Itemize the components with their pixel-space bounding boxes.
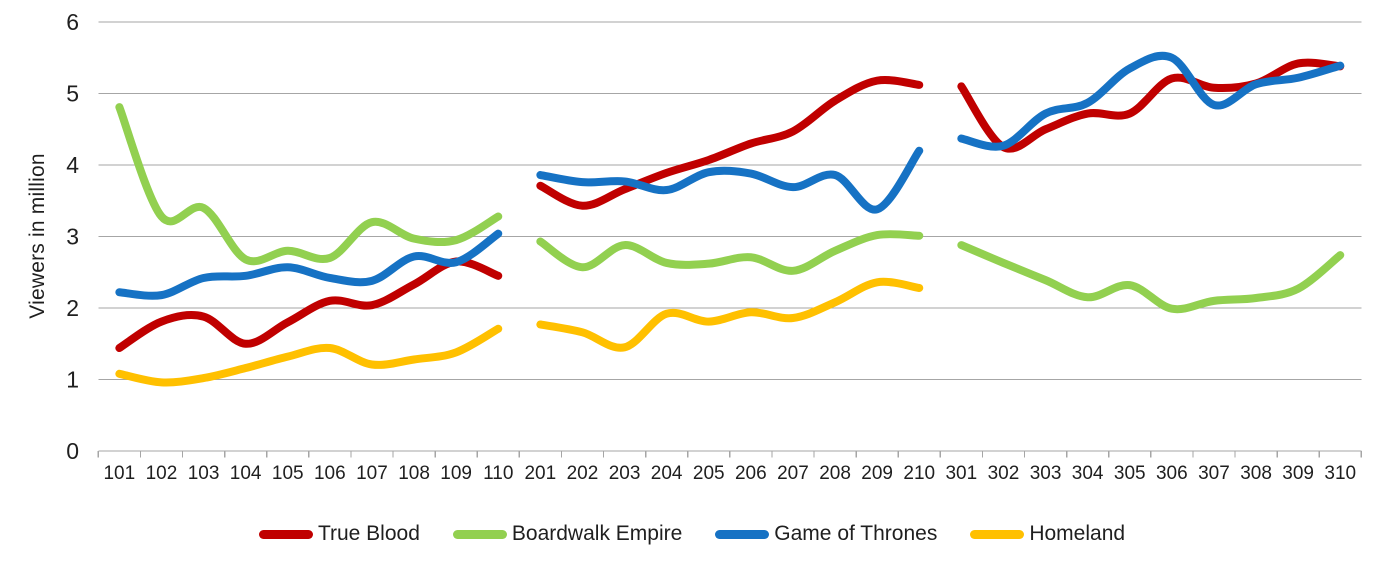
legend-marker-game-of-thrones bbox=[715, 529, 770, 539]
x-category-label-208: 208 bbox=[819, 463, 851, 484]
series-line-game-of-thrones-segment-1 bbox=[115, 229, 503, 300]
series-line-homeland-segment-2 bbox=[536, 277, 924, 352]
legend-marker-true-blood bbox=[258, 529, 313, 539]
x-category-label-103: 103 bbox=[188, 463, 220, 484]
y-tick-label-1: 1 bbox=[66, 367, 79, 393]
y-tick-label-3: 3 bbox=[66, 224, 79, 250]
legend-label-game-of-thrones: Game of Thrones bbox=[774, 522, 938, 545]
x-category-label-210: 210 bbox=[903, 463, 935, 484]
y-tick-label-5: 5 bbox=[66, 81, 79, 107]
x-category-label-309: 309 bbox=[1282, 463, 1314, 484]
x-category-label-106: 106 bbox=[314, 463, 346, 484]
x-category-label-205: 205 bbox=[693, 463, 725, 484]
y-tick-label-6: 6 bbox=[66, 9, 79, 35]
series-line-boardwalk-empire-segment-2 bbox=[536, 230, 924, 275]
x-category-label-104: 104 bbox=[230, 463, 262, 484]
legend-label-homeland: Homeland bbox=[1029, 522, 1126, 545]
y-tick-label-4: 4 bbox=[66, 152, 79, 178]
x-category-label-302: 302 bbox=[988, 463, 1020, 484]
legend-item-true-blood: True Blood bbox=[258, 522, 420, 546]
series-line-boardwalk-empire-segment-3 bbox=[957, 241, 1345, 314]
x-category-label-107: 107 bbox=[356, 463, 388, 484]
x-category-label-101: 101 bbox=[103, 463, 135, 484]
x-category-label-308: 308 bbox=[1240, 463, 1272, 484]
legend-item-game-of-thrones: Game of Thrones bbox=[715, 522, 937, 546]
x-category-label-108: 108 bbox=[398, 463, 430, 484]
x-category-label-304: 304 bbox=[1072, 463, 1104, 484]
x-category-label-306: 306 bbox=[1156, 463, 1188, 484]
x-category-label-102: 102 bbox=[146, 463, 178, 484]
x-category-label-206: 206 bbox=[735, 463, 767, 484]
legend-label-true-blood: True Blood bbox=[317, 522, 420, 545]
x-category-label-310: 310 bbox=[1324, 463, 1356, 484]
series-line-game-of-thrones-segment-3 bbox=[957, 51, 1345, 151]
x-category-label-202: 202 bbox=[567, 463, 599, 484]
legend-marker-boardwalk-empire bbox=[452, 529, 507, 539]
legend-item-boardwalk-empire: Boardwalk Empire bbox=[452, 522, 683, 546]
series-line-true-blood-segment-2 bbox=[536, 76, 924, 210]
x-category-label-105: 105 bbox=[272, 463, 304, 484]
legend-marker-homeland bbox=[970, 529, 1025, 539]
chart-legend: True Blood Boardwalk Empire Game of Thro… bbox=[0, 518, 1384, 550]
x-category-label-307: 307 bbox=[1198, 463, 1230, 484]
y-tick-label-0: 0 bbox=[66, 438, 79, 464]
x-category-label-201: 201 bbox=[524, 463, 556, 484]
series-line-game-of-thrones-segment-2 bbox=[536, 146, 924, 214]
x-category-label-301: 301 bbox=[945, 463, 977, 484]
x-category-label-303: 303 bbox=[1030, 463, 1062, 484]
chart-plot-area: 0 1 2 3 4 5 6 101 102 103 104 105 106 107 108 109 110 201… bbox=[66, 9, 1362, 484]
x-category-label-110: 110 bbox=[483, 463, 513, 484]
x-category-label-207: 207 bbox=[777, 463, 809, 484]
x-category-label-109: 109 bbox=[440, 463, 472, 484]
x-category-label-209: 209 bbox=[861, 463, 893, 484]
y-axis-title: Viewers in million bbox=[26, 153, 49, 319]
legend-label-boardwalk-empire: Boardwalk Empire bbox=[511, 522, 683, 545]
legend-item-homeland: Homeland bbox=[970, 522, 1125, 546]
x-category-label-203: 203 bbox=[609, 463, 641, 484]
x-category-label-305: 305 bbox=[1114, 463, 1146, 484]
x-category-label-204: 204 bbox=[651, 463, 683, 484]
series-line-true-blood-segment-3 bbox=[957, 58, 1345, 153]
series-line-true-blood-segment-1 bbox=[115, 257, 503, 353]
series-line-boardwalk-empire-segment-1 bbox=[115, 103, 503, 266]
series-line-homeland-segment-1 bbox=[115, 324, 503, 387]
y-tick-label-2: 2 bbox=[66, 295, 79, 321]
